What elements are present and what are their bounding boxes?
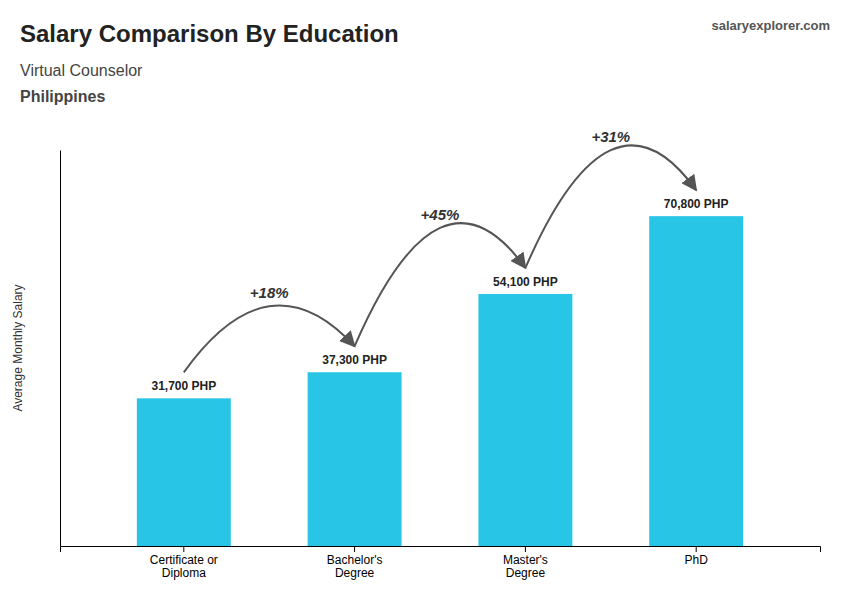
change-arrow xyxy=(525,145,696,268)
x-tick-mark xyxy=(525,546,526,552)
x-tick: PhD xyxy=(685,546,709,567)
x-tick-mark xyxy=(354,546,355,552)
brand: salaryexplorer.com xyxy=(711,18,830,33)
chart: Salary Comparison By Education Virtual Co… xyxy=(0,0,850,606)
x-tick-label: Master'sDegree xyxy=(503,553,548,581)
x-tick-mark xyxy=(696,546,697,552)
y-axis-label: Average Monthly Salary xyxy=(11,284,25,411)
change-label: +45% xyxy=(421,206,460,223)
annotations: +18% +45% +31% xyxy=(184,128,696,372)
x-tick-mark xyxy=(183,546,184,552)
plot: Certificate orDiplomaBachelor'sDegreeMas… xyxy=(61,128,821,580)
value-label: 70,800 PHP xyxy=(664,197,729,211)
value-label: 54,100 PHP xyxy=(493,275,558,289)
x-tick-label-line: Master's xyxy=(503,553,548,567)
subtitle: Philippines xyxy=(20,88,105,105)
y-axis-line xyxy=(60,151,61,547)
x-tick-label-line: Degree xyxy=(506,566,546,580)
change-arrow xyxy=(355,223,526,346)
x-tick: Bachelor'sDegree xyxy=(327,546,383,580)
bar xyxy=(478,294,572,546)
title: Salary Comparison By Education xyxy=(20,20,399,47)
x-tick: Master'sDegree xyxy=(503,546,548,580)
x-tick-label: Certificate orDiploma xyxy=(150,553,218,581)
subtitle: Virtual Counselor xyxy=(20,62,143,79)
x-tick-label: Bachelor'sDegree xyxy=(327,553,383,581)
change-label: +18% xyxy=(250,284,289,301)
y-axis xyxy=(60,151,61,547)
bars xyxy=(137,216,743,546)
x-tick-label-line: Bachelor's xyxy=(327,553,383,567)
bar xyxy=(137,398,231,546)
change-label: +31% xyxy=(591,128,630,145)
x-axis: Certificate orDiplomaBachelor'sDegreeMas… xyxy=(61,546,821,580)
x-tick-label-line: Diploma xyxy=(162,566,206,580)
x-tick-label-line: PhD xyxy=(685,553,709,567)
change-arrow xyxy=(184,305,355,372)
value-label: 37,300 PHP xyxy=(322,353,387,367)
x-axis-line xyxy=(61,547,821,553)
bar xyxy=(308,372,402,546)
x-tick-label: PhD xyxy=(685,553,709,567)
bar xyxy=(649,216,743,546)
x-tick: Certificate orDiploma xyxy=(150,546,218,580)
x-tick-label-line: Degree xyxy=(335,566,375,580)
value-labels: 31,700 PHP 37,300 PHP 54,100 PHP 70,800 PHP xyxy=(151,197,728,393)
value-label: 31,700 PHP xyxy=(151,379,216,393)
x-tick-label-line: Certificate or xyxy=(150,553,218,567)
